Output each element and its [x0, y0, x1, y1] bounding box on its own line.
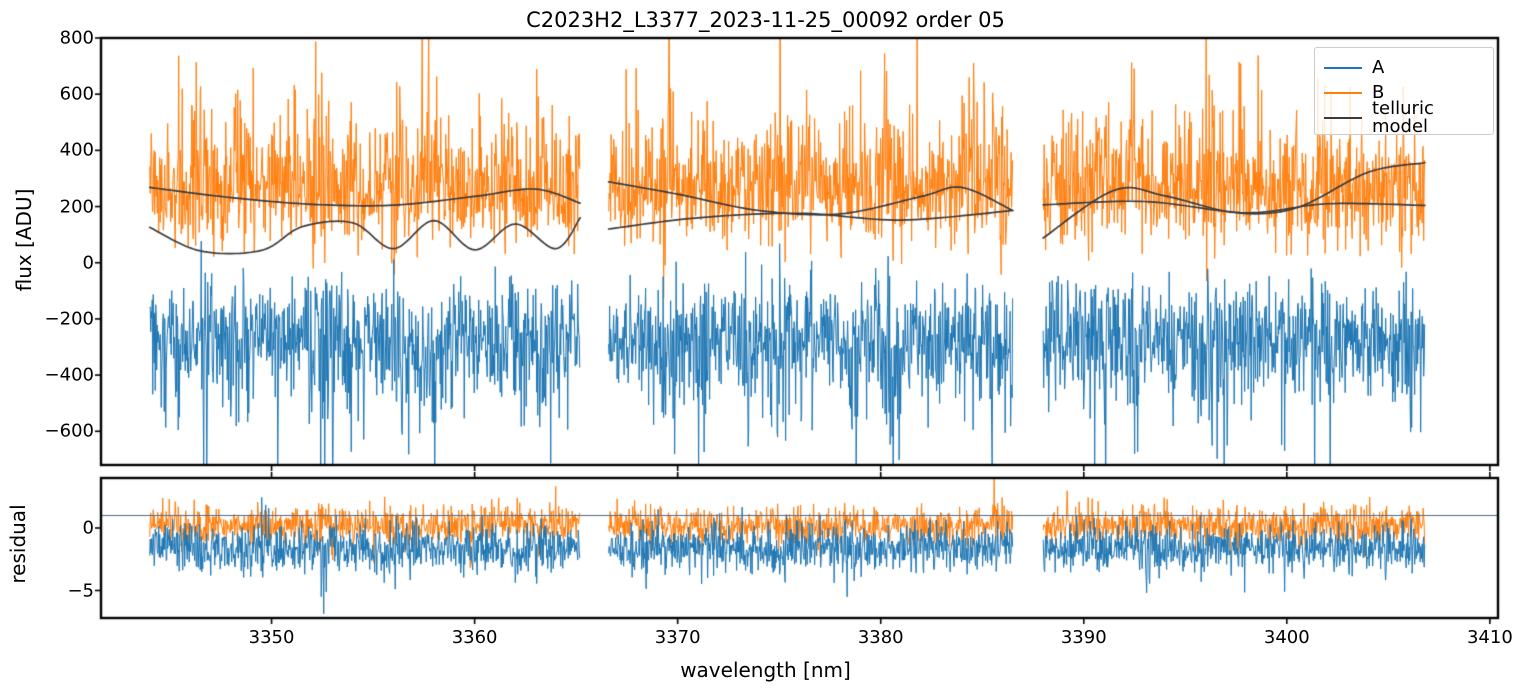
- wavelength-xtick-label: 3360: [451, 627, 498, 648]
- wavelength-xtick-label: 3400: [1263, 627, 1310, 648]
- legend-entry-b: B: [1324, 80, 1484, 105]
- flux-ytick-label: 800: [59, 27, 94, 49]
- residual-ytick-label: 0: [82, 517, 94, 539]
- wavelength-xtick-label: 3390: [1060, 627, 1107, 648]
- legend-swatch-telluric: [1324, 116, 1362, 119]
- wavelength-xtick-label: 3410: [1466, 627, 1513, 648]
- legend-entry-telluric: telluric model: [1324, 99, 1484, 135]
- legend-label-b: B: [1372, 81, 1385, 103]
- legend-swatch-a: [1324, 66, 1362, 69]
- flux-ytick-label: 600: [59, 83, 94, 105]
- residual-ytick-label: −5: [67, 580, 94, 601]
- residual-axis-label: residual: [6, 504, 30, 584]
- wavelength-xtick-label: 3350: [248, 627, 295, 648]
- flux-ytick-label: −600: [44, 420, 94, 442]
- figure-title: C2023H2_L3377_2023-11-25_00092 order 05: [526, 8, 1005, 32]
- legend-swatch-b: [1324, 91, 1362, 94]
- flux-axis-label: flux [ADU]: [12, 188, 36, 292]
- flux-ytick-label: −200: [44, 308, 94, 330]
- legend-label-a: A: [1372, 56, 1385, 78]
- legend-entry-a: A: [1324, 55, 1484, 80]
- wavelength-axis-label: wavelength [nm]: [680, 658, 851, 682]
- legend-box: A B telluric model: [1314, 47, 1494, 135]
- wavelength-xtick-label: 3370: [654, 627, 701, 648]
- flux-ytick-label: 400: [59, 139, 94, 161]
- legend-label-telluric: telluric model: [1372, 97, 1434, 137]
- flux-ytick-label: −400: [44, 364, 94, 386]
- flux-ytick-label: 0: [82, 252, 94, 274]
- wavelength-xtick-label: 3380: [857, 627, 904, 648]
- flux-ytick-label: 200: [59, 196, 94, 218]
